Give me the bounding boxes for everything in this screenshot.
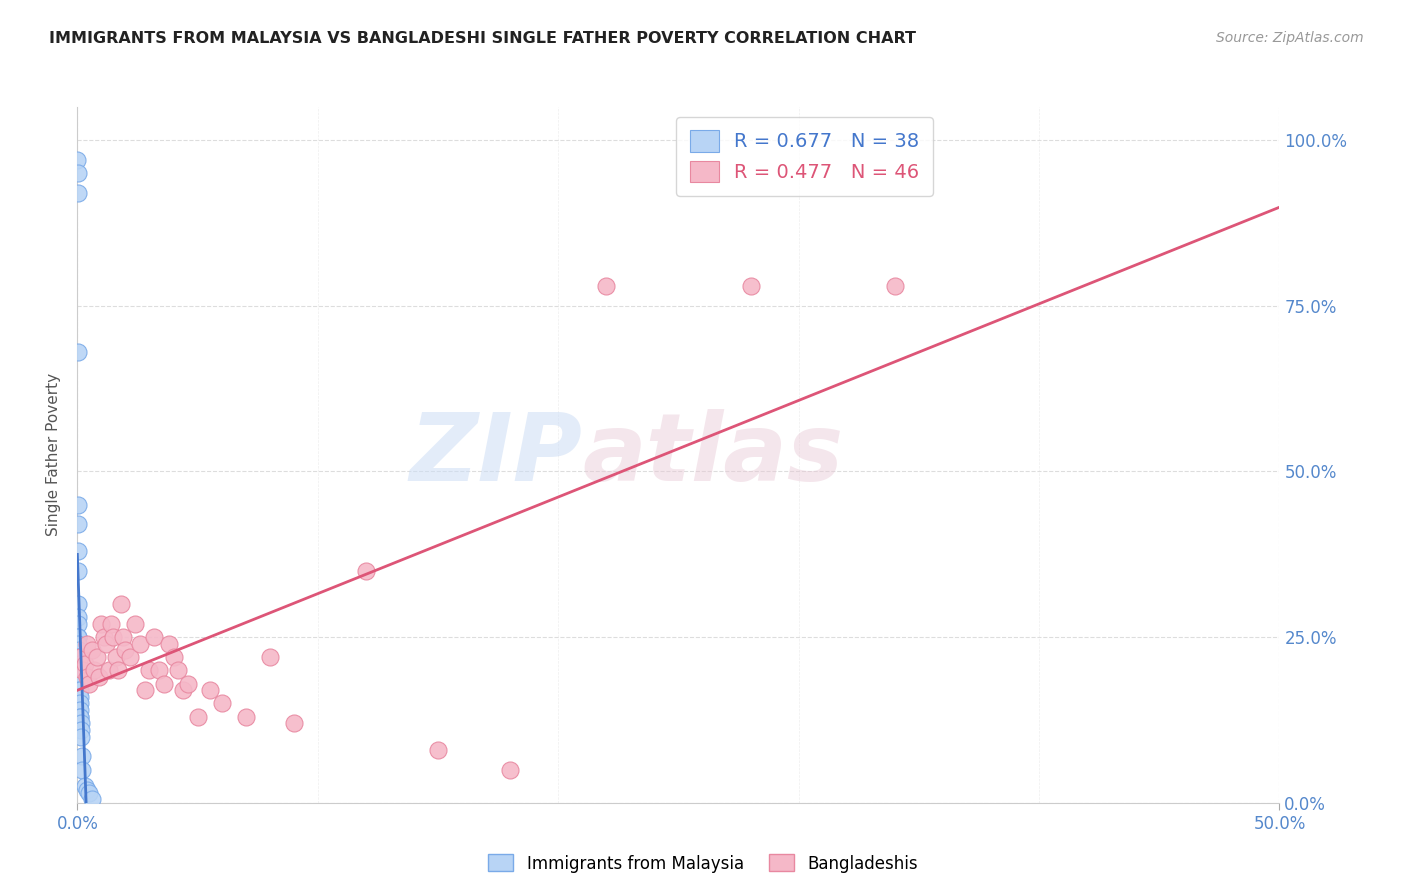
Point: [69, 683, 91, 698]
Point: [70, 723, 93, 737]
Point: [69, 676, 91, 690]
Point: [70, 763, 93, 777]
Point: [69, 683, 91, 698]
Point: [120, 650, 142, 665]
Point: [107, 663, 129, 677]
Point: [67, 630, 90, 644]
Point: [80, 643, 103, 657]
Point: [69, 716, 91, 731]
Point: [73, 779, 96, 793]
Point: [66, 517, 89, 532]
Point: [73, 657, 96, 671]
Point: [66, 153, 89, 167]
Point: [235, 709, 257, 723]
Text: atlas: atlas: [582, 409, 844, 501]
Point: [69, 709, 91, 723]
Point: [79, 676, 101, 690]
Text: Source: ZipAtlas.com: Source: ZipAtlas.com: [1216, 31, 1364, 45]
Point: [67, 657, 90, 671]
Point: [103, 630, 125, 644]
Point: [283, 716, 305, 731]
Point: [177, 676, 200, 690]
Point: [87, 670, 110, 684]
Legend: R = 0.677   N = 38, R = 0.477   N = 46: R = 0.677 N = 38, R = 0.477 N = 46: [676, 117, 934, 196]
Point: [70, 663, 93, 677]
Point: [69, 690, 91, 704]
Point: [69, 650, 91, 665]
Point: [128, 637, 150, 651]
Point: [69, 709, 91, 723]
Point: [79, 786, 101, 800]
Point: [67, 610, 90, 624]
Point: [211, 697, 233, 711]
Point: [138, 663, 160, 677]
Point: [70, 749, 93, 764]
Point: [66, 498, 89, 512]
Point: [93, 630, 115, 644]
Point: [153, 676, 176, 690]
Point: [114, 643, 136, 657]
Point: [187, 709, 209, 723]
Point: [148, 663, 170, 677]
Legend: Immigrants from Malaysia, Bangladeshis: Immigrants from Malaysia, Bangladeshis: [482, 847, 924, 880]
Point: [86, 650, 108, 665]
Point: [90, 616, 112, 631]
Point: [76, 637, 98, 651]
Point: [124, 616, 146, 631]
Y-axis label: Single Father Poverty: Single Father Poverty: [46, 374, 62, 536]
Point: [66, 597, 89, 611]
Point: [499, 763, 522, 777]
Point: [66, 544, 89, 558]
Point: [67, 643, 90, 657]
Point: [67, 650, 90, 665]
Text: ZIP: ZIP: [409, 409, 582, 501]
Point: [172, 683, 194, 698]
Point: [67, 630, 90, 644]
Point: [76, 782, 98, 797]
Point: [883, 279, 905, 293]
Point: [104, 650, 127, 665]
Point: [167, 663, 190, 677]
Point: [198, 683, 221, 698]
Text: IMMIGRANTS FROM MALAYSIA VS BANGLADESHI SINGLE FATHER POVERTY CORRELATION CHART: IMMIGRANTS FROM MALAYSIA VS BANGLADESHI …: [49, 31, 917, 46]
Point: [80, 792, 103, 806]
Point: [67, 637, 90, 651]
Point: [83, 663, 105, 677]
Point: [67, 670, 90, 684]
Point: [97, 663, 120, 677]
Point: [67, 663, 90, 677]
Point: [66, 345, 89, 359]
Point: [427, 743, 450, 757]
Point: [110, 597, 132, 611]
Point: [740, 279, 762, 293]
Point: [100, 616, 122, 631]
Point: [143, 630, 166, 644]
Point: [259, 650, 281, 665]
Point: [66, 166, 89, 180]
Point: [111, 630, 134, 644]
Point: [354, 564, 377, 578]
Point: [96, 637, 118, 651]
Point: [162, 650, 184, 665]
Point: [67, 650, 90, 665]
Point: [69, 703, 91, 717]
Point: [66, 564, 89, 578]
Point: [70, 730, 93, 744]
Point: [76, 670, 98, 684]
Point: [69, 697, 91, 711]
Point: [157, 637, 180, 651]
Point: [66, 186, 89, 201]
Point: [595, 279, 617, 293]
Point: [67, 616, 90, 631]
Point: [134, 683, 156, 698]
Point: [67, 676, 90, 690]
